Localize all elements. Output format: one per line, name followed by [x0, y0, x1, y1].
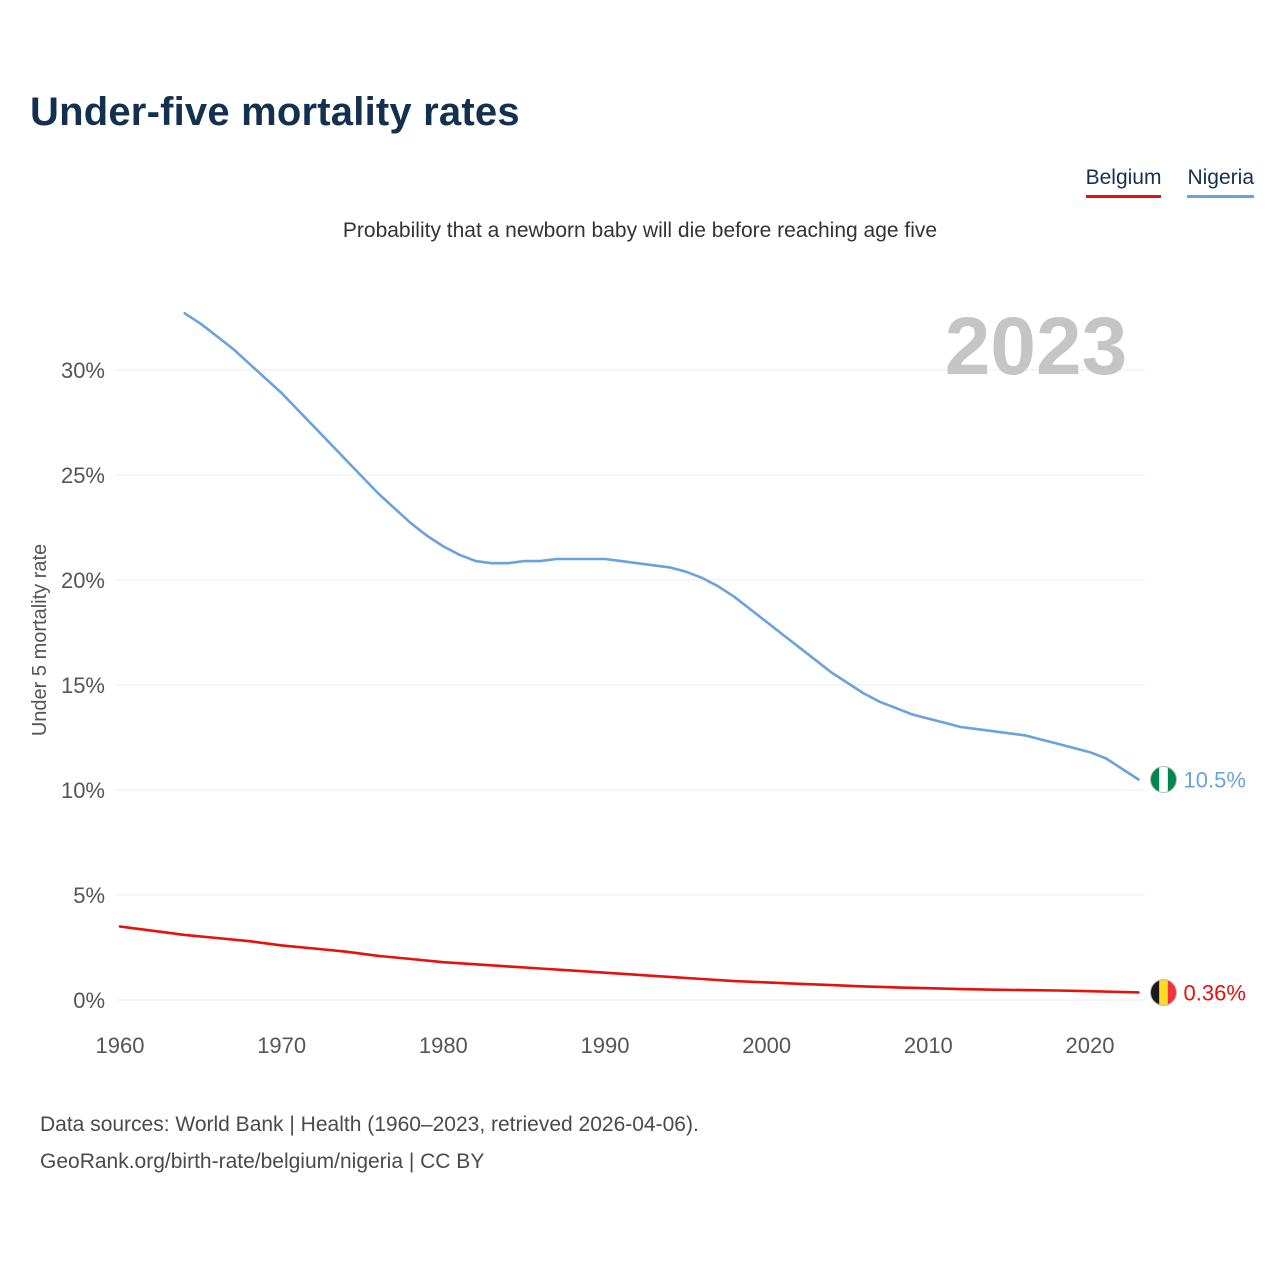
series-line-nigeria — [183, 311, 1140, 781]
footer-attribution: GeoRank.org/birth-rate/belgium/nigeria |… — [40, 1150, 485, 1173]
y-tick-label: 30% — [61, 358, 105, 383]
footer: Data sources: World Bank | Health (1960–… — [40, 1106, 699, 1180]
flag-icon-belgium — [1150, 979, 1177, 1006]
x-tick-label: 1990 — [581, 1033, 630, 1058]
x-tick-label: 2020 — [1066, 1033, 1115, 1058]
footer-sources: Data sources: World Bank | Health (1960–… — [40, 1113, 699, 1136]
legend: Belgium Nigeria — [1085, 166, 1254, 198]
legend-item-belgium[interactable]: Belgium — [1085, 166, 1162, 198]
x-tick-label: 1980 — [419, 1033, 468, 1058]
flag-ring-nigeria — [1150, 766, 1177, 793]
series-end-label-nigeria: 10.5% — [1184, 768, 1246, 793]
y-tick-label: 10% — [61, 778, 105, 803]
x-tick-label: 1970 — [257, 1033, 306, 1058]
x-tick-label: 2000 — [742, 1033, 791, 1058]
series-line-belgium — [118, 925, 1140, 994]
x-tick-label: 1960 — [96, 1033, 145, 1058]
y-tick-label: 0% — [73, 988, 105, 1013]
flag-icon-nigeria — [1150, 766, 1177, 793]
page-title: Under-five mortality rates — [30, 90, 520, 134]
y-tick-label: 5% — [73, 883, 105, 908]
y-tick-label: 20% — [61, 568, 105, 593]
chart-year-watermark: 2023 — [945, 301, 1127, 392]
y-axis-label: Under 5 mortality rate — [29, 544, 51, 736]
y-tick-label: 25% — [61, 463, 105, 488]
flag-ring-belgium — [1150, 978, 1177, 1006]
x-tick-label: 2010 — [904, 1033, 953, 1058]
legend-item-nigeria[interactable]: Nigeria — [1187, 166, 1254, 198]
chart-subtitle: Probability that a newborn baby will die… — [342, 219, 938, 242]
series-end-label-belgium: 0.36% — [1184, 980, 1246, 1005]
y-tick-label: 15% — [61, 673, 105, 698]
